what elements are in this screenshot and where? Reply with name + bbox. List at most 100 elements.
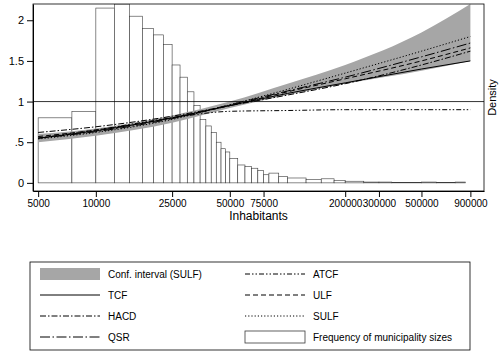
histogram-bar — [230, 158, 238, 182]
x-tick-mark — [470, 191, 471, 197]
y-tick: 1 — [18, 96, 33, 108]
legend-label: SULF — [313, 311, 339, 322]
histogram-bar — [72, 111, 96, 183]
histogram-bar — [364, 182, 379, 184]
histogram-bar — [306, 180, 321, 183]
legend-swatch — [40, 268, 100, 280]
histogram-bar — [114, 4, 129, 183]
histogram-bar — [238, 165, 245, 183]
legend-label: HACD — [108, 311, 136, 322]
legend-label: TCF — [108, 290, 127, 301]
y-tick-label: 0 — [18, 177, 24, 189]
y-tick-mark — [27, 20, 33, 21]
series-line — [38, 110, 470, 138]
legend-swatch — [245, 331, 305, 343]
plot-frame — [33, 4, 484, 191]
histogram-bar — [206, 126, 211, 183]
legend-swatch — [40, 337, 100, 338]
x-tick-label: 25000 — [159, 198, 187, 209]
histogram-bar — [180, 77, 187, 183]
chart-container: 5000 10000 25000 50000 75000 200000300000 5000… — [0, 0, 500, 353]
x-tick-label: 50000 — [216, 198, 244, 209]
histogram-bar — [321, 179, 334, 183]
y-tick-label: 1.5 — [9, 55, 24, 67]
x-tick-label: 200000 — [329, 198, 363, 209]
histogram-bar — [38, 118, 72, 183]
histogram-bar — [226, 152, 230, 183]
x-axis-line — [34, 191, 485, 192]
histogram-bar — [172, 65, 180, 183]
x-tick-mark — [172, 191, 173, 197]
y-tick: 2 — [18, 14, 33, 26]
y-tick-label: 1 — [18, 96, 24, 108]
legend-swatch — [245, 295, 305, 296]
legend: Conf. interval (SULF) TCF HACD QSR ATCF ULF SU… — [30, 262, 470, 350]
histogram-bar — [142, 28, 153, 182]
y-axis-line — [33, 5, 34, 192]
y-tick-mark — [27, 142, 33, 143]
reference-line — [33, 101, 484, 102]
x-tick-mark — [38, 191, 39, 197]
y-axis: 0 .5 1 1.5 2 — [9, 5, 34, 192]
legend-label: ATCF — [313, 269, 338, 280]
x-tick: 25000 — [159, 191, 187, 209]
histogram-bar — [216, 142, 221, 183]
x-tick-mark — [264, 191, 265, 197]
histogram-bar — [437, 182, 456, 183]
x-tick-mark — [96, 191, 97, 197]
legend-label: Conf. interval (SULF) — [108, 269, 202, 280]
histogram-bar — [252, 168, 258, 183]
histogram-bar — [421, 182, 436, 184]
legend-swatch — [245, 274, 305, 275]
legend-swatch — [40, 316, 100, 317]
x-tick-mark — [421, 191, 422, 197]
x-tick-mark — [379, 191, 380, 197]
histogram-bar — [194, 106, 200, 183]
legend-swatch — [40, 295, 100, 296]
histogram-bar — [392, 182, 422, 183]
x-tick-label: 5000 — [28, 198, 51, 209]
histogram-bar — [334, 180, 345, 182]
chart-svg: 5000 10000 25000 50000 75000 200000300000 5000… — [0, 0, 500, 353]
histogram-bar — [379, 182, 392, 184]
legend-swatch — [245, 316, 305, 317]
histogram-bar — [455, 182, 465, 184]
y-tick: 0 — [18, 177, 33, 189]
x-tick: 10000 — [82, 191, 110, 209]
y-tick-mark — [27, 61, 33, 62]
legend-label: Frequency of municipality sizes — [313, 332, 452, 343]
y-tick-label: .5 — [15, 136, 24, 148]
x-tick-mark — [230, 191, 231, 197]
x-tick-label: 75000 — [250, 198, 278, 209]
series-line — [38, 43, 470, 138]
x-tick: 5000 — [28, 191, 51, 209]
legend-box — [30, 262, 470, 350]
background — [0, 0, 500, 353]
histogram-bar — [96, 8, 115, 183]
histogram-bar — [279, 176, 288, 183]
x-tick: 75000 — [250, 191, 278, 209]
y-tick-mark — [27, 183, 33, 184]
histogram-bar — [245, 167, 252, 183]
x-tick-label: 900000 — [454, 198, 488, 209]
x-tick: 300000 — [363, 191, 397, 209]
histogram-bar — [269, 173, 279, 183]
x-tick-label: 500000 — [405, 198, 439, 209]
histogram-bar — [200, 119, 206, 182]
x-tick-label: 10000 — [82, 198, 110, 209]
series-line — [38, 48, 470, 137]
y-tick-mark — [27, 102, 33, 103]
plot-area — [33, 4, 484, 183]
y-tick: 1.5 — [9, 55, 33, 67]
histogram-bar — [211, 132, 216, 182]
histogram-bar — [187, 92, 194, 183]
x-tick: 200000 — [329, 191, 363, 209]
x-tick: 50000 — [216, 191, 244, 209]
histogram-bar — [163, 45, 172, 183]
legend-label: ULF — [313, 290, 332, 301]
y-tick: .5 — [15, 136, 33, 148]
x-axis: 5000 10000 25000 50000 75000 200000300000 5000… — [28, 191, 488, 209]
y-axis-title: Density — [486, 79, 498, 116]
x-tick: 900000 — [454, 191, 488, 209]
legend-label: QSR — [108, 332, 130, 343]
